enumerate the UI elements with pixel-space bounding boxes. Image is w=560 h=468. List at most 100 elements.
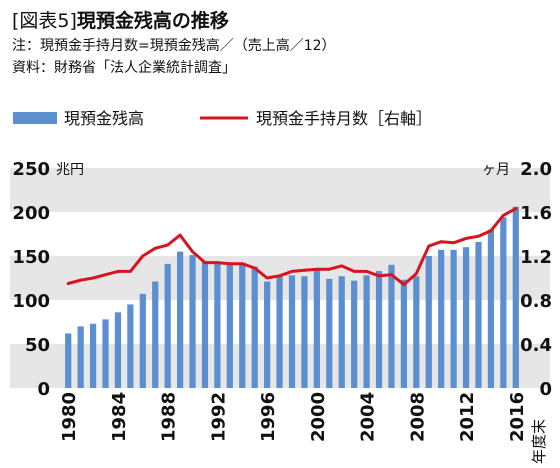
line-point: [303, 268, 306, 272]
line-point: [79, 278, 83, 282]
left-tick-label: 50: [25, 335, 50, 356]
bar-cash-balance: [326, 278, 333, 388]
right-tick-label: 1.6: [520, 203, 552, 224]
legend-line-label: 現預金手持月数［右軸］: [256, 109, 432, 128]
line-point: [290, 270, 294, 273]
line-point: [141, 254, 145, 258]
line-point: [340, 264, 344, 268]
bar-cash-balance: [226, 263, 233, 388]
bar-cash-balance: [475, 241, 482, 388]
line-point: [477, 234, 480, 238]
bar-cash-balance: [512, 206, 519, 388]
line-point: [91, 276, 95, 280]
line-point: [166, 243, 170, 247]
line-point: [464, 237, 468, 240]
line-point: [514, 207, 518, 211]
bar-cash-balance: [413, 276, 420, 388]
right-axis-unit: ヶ月: [482, 162, 510, 178]
figure-title-text: 現預金残高の推移: [76, 10, 229, 32]
left-tick-label: 150: [12, 247, 50, 268]
x-tick-label: 1996: [258, 392, 279, 442]
bar-cash-balance: [127, 304, 134, 388]
line-point: [240, 262, 244, 266]
line-point: [414, 272, 418, 275]
bar-cash-balance: [264, 281, 271, 388]
bar-cash-balance: [251, 266, 258, 388]
line-point: [439, 240, 443, 244]
line-point: [228, 262, 232, 266]
left-tick-label: 250: [12, 159, 50, 180]
bar-cash-balance: [102, 319, 109, 388]
bar-cash-balance: [425, 256, 432, 388]
line-point: [390, 273, 393, 277]
bar-cash-balance: [114, 312, 122, 388]
bar-cash-balance: [363, 275, 370, 388]
figure-source: 資料：財務省「法人企業統計調査」: [12, 60, 236, 76]
bar-cash-balance: [375, 270, 383, 388]
bar-cash-balance: [177, 251, 184, 388]
line-point: [452, 241, 456, 245]
line-point: [365, 270, 368, 273]
line-point: [191, 250, 194, 254]
line-point: [153, 246, 157, 250]
bar-cash-balance: [276, 276, 283, 388]
bar-cash-balance: [239, 264, 246, 388]
figure-title: [図表5]現預金残高の推移: [12, 6, 229, 33]
line-point: [216, 261, 219, 264]
x-axis-label: 年度末: [530, 419, 548, 464]
bar-cash-balance: [487, 229, 495, 388]
line-point: [104, 273, 107, 277]
x-tick-label: 2012: [457, 392, 478, 442]
line-point: [178, 233, 182, 237]
bar-cash-balance: [288, 275, 296, 388]
left-tick-label: 200: [12, 203, 50, 224]
x-tick-label: 2000: [308, 392, 329, 442]
bar-cash-balance: [351, 280, 358, 388]
figure-tag: [図表5]: [12, 10, 77, 32]
line-point: [402, 283, 406, 286]
bar-cash-balance: [152, 281, 159, 388]
bar-cash-balance: [313, 269, 320, 388]
line-point: [116, 270, 120, 273]
right-tick-label: 2.0: [520, 159, 552, 180]
line-point: [203, 261, 207, 264]
x-tick-label: 2004: [358, 392, 379, 442]
bar-cash-balance: [388, 264, 395, 388]
line-point: [377, 274, 381, 278]
bar-cash-balance: [462, 247, 470, 388]
line-point: [315, 267, 319, 271]
bar-cash-balance: [338, 276, 345, 388]
bar-cash-balance: [450, 249, 457, 388]
bar-cash-balance: [189, 255, 196, 388]
line-point: [265, 276, 269, 280]
left-tick-label: 100: [12, 291, 50, 312]
bar-cash-balance: [500, 217, 507, 388]
bar-cash-balance: [77, 326, 84, 388]
bar-cash-balance: [89, 323, 97, 388]
left-tick-label: 0: [37, 379, 50, 400]
bar-cash-balance: [65, 333, 72, 388]
bar-cash-balance: [400, 279, 407, 388]
bar-cash-balance: [164, 263, 171, 388]
line-point: [427, 244, 431, 248]
bar-cash-balance: [201, 261, 209, 388]
line-point: [278, 274, 281, 278]
right-tick-label: 0: [539, 379, 552, 400]
x-tick-label: 1984: [109, 392, 130, 442]
figure-note: 注：現預金手持月数=現預金残高／（売上高／12）: [12, 38, 336, 54]
bar-cash-balance: [301, 276, 308, 388]
line-point: [66, 282, 70, 285]
right-tick-label: 0.8: [520, 291, 552, 312]
bar-cash-balance: [438, 249, 445, 388]
legend-bar-swatch: [13, 112, 57, 124]
bar-cash-balance: [214, 262, 221, 388]
right-tick-label: 0.4: [520, 335, 552, 356]
line-point: [501, 213, 505, 217]
line-point: [352, 270, 356, 273]
x-tick-label: 2016: [507, 392, 528, 442]
line-point: [128, 270, 132, 273]
legend-bar-label: 現預金残高: [64, 109, 144, 128]
grid-band: [10, 168, 550, 212]
x-tick-label: 1992: [208, 392, 229, 442]
